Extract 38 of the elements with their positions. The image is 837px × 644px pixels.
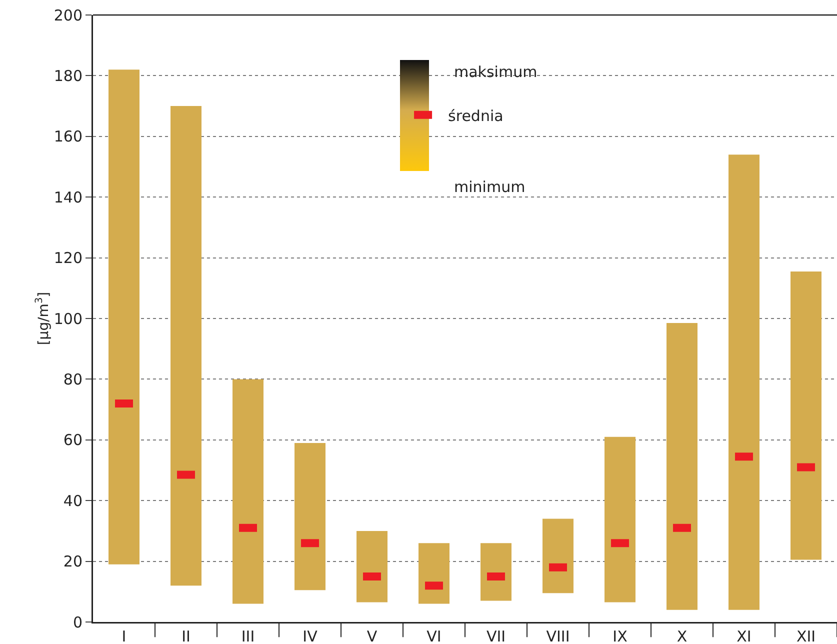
legend-label: średnia [448, 106, 504, 125]
bar [232, 379, 264, 604]
x-tick-label: I [122, 628, 126, 644]
x-tick-label: X [676, 628, 688, 644]
x-tick-label: VIII [546, 628, 570, 644]
x-tick-label: III [241, 628, 255, 644]
y-tick-label: 140 [54, 188, 82, 206]
x-tick-label: XII [796, 628, 816, 644]
bar [728, 154, 760, 610]
y-tick-label: 60 [63, 431, 82, 450]
annotation: minimum [454, 178, 526, 196]
bar [170, 106, 202, 586]
y-tick-label: 80 [63, 370, 82, 388]
x-tick-label: XI [736, 628, 752, 644]
y-tick-label: 180 [54, 66, 82, 85]
x-tick-label: II [182, 628, 190, 644]
bar [294, 442, 326, 590]
bar [356, 530, 388, 602]
y-tick-label: 160 [54, 128, 82, 146]
bar [666, 323, 698, 610]
x-tick-label: VI [426, 628, 442, 644]
x-tick-label: IX [612, 628, 628, 644]
annotation: maksimum [454, 63, 538, 81]
y-tick-label: 120 [54, 249, 82, 268]
bar [108, 70, 140, 564]
x-tick-label: VII [486, 628, 506, 644]
y-tick-label: 40 [63, 492, 82, 510]
y-tick-label: 20 [63, 552, 82, 571]
bar [418, 543, 450, 604]
x-tick-label: IV [302, 628, 318, 644]
bar [604, 436, 636, 602]
bar [542, 518, 574, 594]
bar [480, 543, 512, 601]
x-tick-label: V [366, 628, 378, 644]
bar [790, 271, 822, 560]
y-tick-label: 100 [54, 310, 82, 328]
y-tick-label: 200 [54, 6, 82, 24]
y-tick-label: 0 [72, 613, 82, 632]
